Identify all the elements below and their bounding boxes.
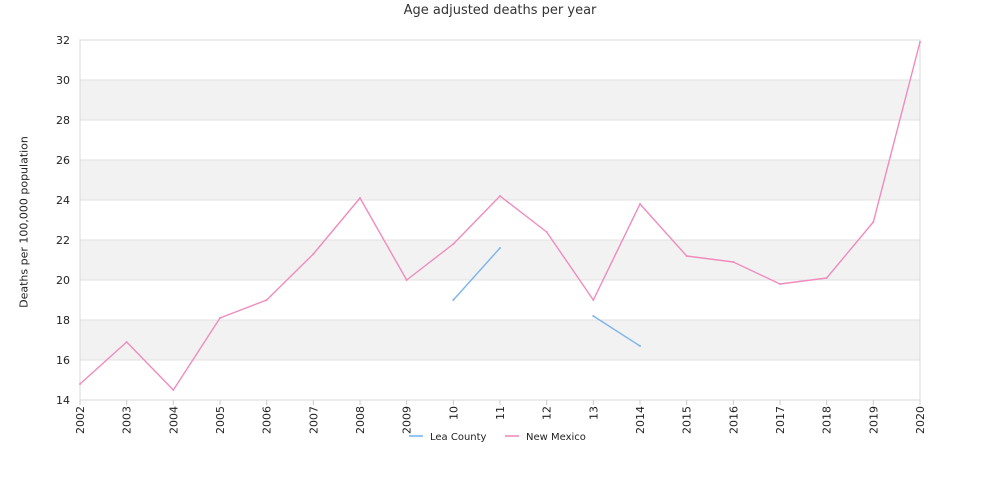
y-tick-label: 14 [56, 394, 70, 407]
x-tick-label: 2020 [914, 406, 927, 434]
series-line-new-mexico [79, 41, 921, 391]
x-tick-label: 2008 [354, 406, 367, 434]
plot-band [80, 160, 920, 200]
y-tick-label: 18 [56, 314, 70, 327]
plot-band [80, 80, 920, 120]
x-tick-label: 2003 [121, 406, 134, 434]
x-tick-label: 10 [447, 406, 460, 420]
plot-band [80, 320, 920, 360]
series-line-lea-county [452, 247, 501, 301]
x-tick-label: 11 [494, 406, 507, 420]
x-tick-label: 2004 [167, 406, 180, 434]
x-tick-label: 13 [587, 406, 600, 420]
x-tick-label: 2017 [774, 406, 787, 434]
y-tick-label: 16 [56, 354, 70, 367]
legend-label[interactable]: New Mexico [526, 432, 586, 443]
x-tick-label: 2005 [214, 406, 227, 434]
x-tick-label: 2018 [821, 406, 834, 434]
y-tick-label: 28 [56, 114, 70, 127]
x-tick-label: 12 [541, 406, 554, 420]
x-tick-label: 2019 [867, 406, 880, 434]
x-tick-label: 2014 [634, 406, 647, 434]
x-tick-label: 2015 [681, 406, 694, 434]
x-tick-label: 2002 [74, 406, 87, 434]
y-tick-label: 20 [56, 274, 70, 287]
x-tick-label: 2016 [727, 406, 740, 434]
plot-band [80, 240, 920, 280]
y-tick-label: 26 [56, 154, 70, 167]
x-tick-label: 2006 [261, 406, 274, 434]
series-line-lea-county [592, 315, 641, 347]
x-tick-label: 2009 [401, 406, 414, 434]
y-tick-label: 24 [56, 194, 70, 207]
y-tick-label: 30 [56, 74, 70, 87]
legend-label[interactable]: Lea County [430, 432, 487, 443]
y-tick-label: 22 [56, 234, 70, 247]
y-tick-label: 32 [56, 34, 70, 47]
chart-title: Age adjusted deaths per year [403, 3, 597, 18]
x-tick-label: 2007 [307, 406, 320, 434]
